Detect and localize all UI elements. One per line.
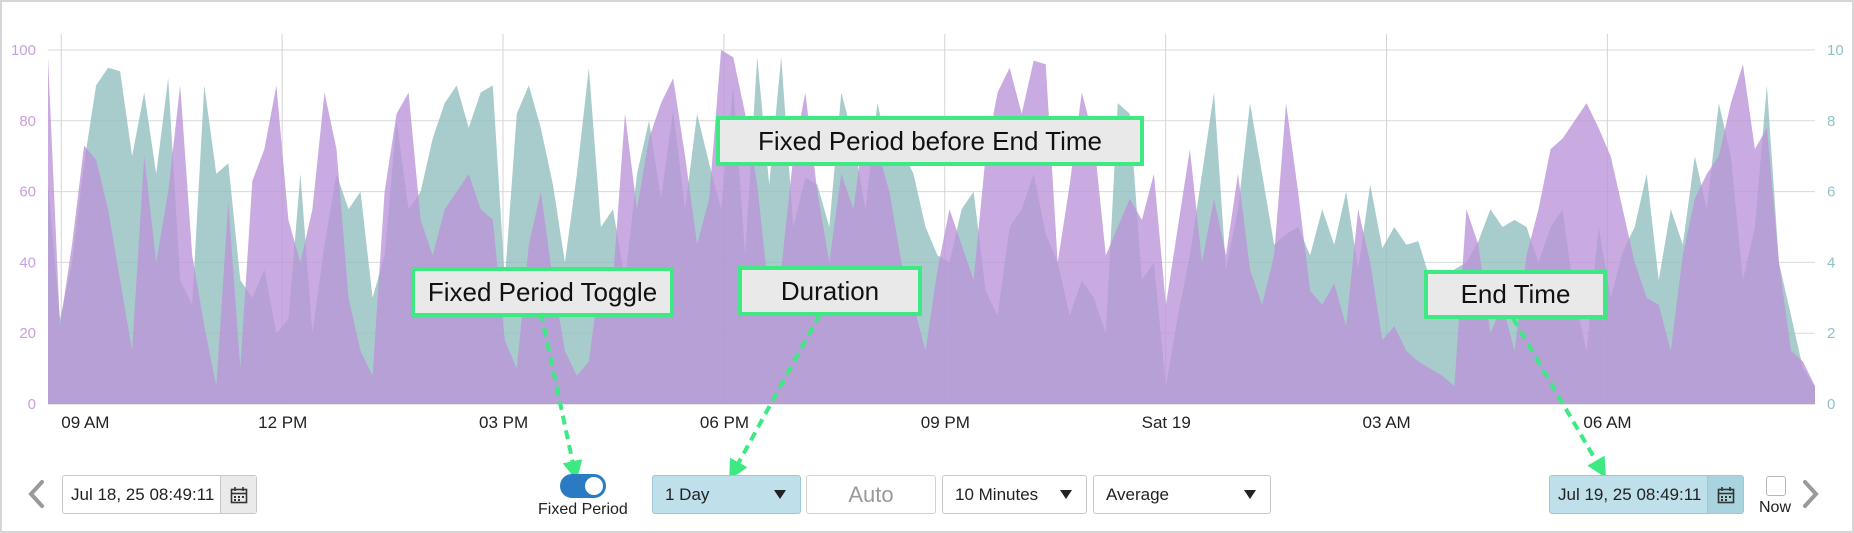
x-tick-label: Sat 19	[1142, 413, 1191, 432]
auto-field[interactable]: Auto	[806, 475, 936, 514]
chevron-right-icon	[1803, 480, 1819, 508]
x-tick-label: 09 PM	[921, 413, 970, 432]
prev-period-button[interactable]	[22, 476, 50, 512]
fixed-period-toggle[interactable]	[560, 474, 606, 498]
y-left-tick-label: 100	[11, 42, 36, 59]
series-a-area	[48, 50, 1815, 404]
x-tick-label: 06 AM	[1583, 413, 1631, 432]
callout-end-time: End Time	[1424, 270, 1607, 319]
y-left-tick-label: 80	[19, 113, 36, 130]
interval-select[interactable]: 10 Minutes	[942, 475, 1087, 514]
aggregate-select[interactable]: Average	[1093, 475, 1271, 514]
y-left-tick-label: 60	[19, 184, 36, 201]
y-right-tick-label: 2	[1827, 325, 1835, 342]
fixed-period-label: Fixed Period	[538, 501, 628, 518]
chevron-down-icon	[774, 490, 786, 499]
y-right-tick-label: 6	[1827, 184, 1835, 201]
chevron-left-icon	[28, 480, 44, 508]
now-label: Now	[1759, 499, 1792, 516]
x-tick-label: 03 AM	[1363, 413, 1411, 432]
calendar-icon	[1717, 486, 1734, 503]
y-right-tick-label: 8	[1827, 113, 1835, 130]
end-date-field[interactable]: Jul 19, 25 08:49:11	[1549, 475, 1744, 514]
y-right-tick-label: 0	[1827, 396, 1835, 413]
duration-value: 1 Day	[665, 484, 710, 504]
y-left-tick-label: 40	[19, 254, 36, 271]
aggregate-value: Average	[1106, 484, 1170, 504]
start-calendar-button[interactable]	[220, 476, 256, 513]
y-right-tick-label: 10	[1827, 42, 1844, 59]
chevron-down-icon	[1244, 490, 1256, 499]
x-tick-label: 12 PM	[258, 413, 307, 432]
end-date-text[interactable]: Jul 19, 25 08:49:11	[1558, 484, 1702, 504]
start-date-text[interactable]: Jul 18, 25 08:49:11	[71, 484, 215, 504]
callout-duration: Duration	[738, 266, 922, 316]
next-period-button[interactable]	[1797, 476, 1825, 512]
calendar-icon	[230, 486, 247, 503]
duration-select[interactable]: 1 Day	[652, 475, 801, 514]
x-tick-label: 03 PM	[479, 413, 528, 432]
x-tick-label: 06 PM	[700, 413, 749, 432]
y-left-tick-label: 20	[19, 325, 36, 342]
end-calendar-button[interactable]	[1707, 476, 1743, 513]
callout-fixed-period-toggle: Fixed Period Toggle	[411, 267, 674, 317]
chevron-down-icon	[1060, 490, 1072, 499]
callout-fixed-period-before-end: Fixed Period before End Time	[716, 116, 1144, 166]
y-left-tick-label: 0	[28, 396, 36, 413]
y-right-tick-label: 4	[1827, 254, 1835, 271]
now-checkbox[interactable]	[1766, 476, 1786, 496]
toggle-knob	[585, 477, 603, 495]
x-tick-label: 09 AM	[61, 413, 109, 432]
interval-value: 10 Minutes	[955, 484, 1039, 504]
start-date-field[interactable]: Jul 18, 25 08:49:11	[62, 475, 257, 514]
